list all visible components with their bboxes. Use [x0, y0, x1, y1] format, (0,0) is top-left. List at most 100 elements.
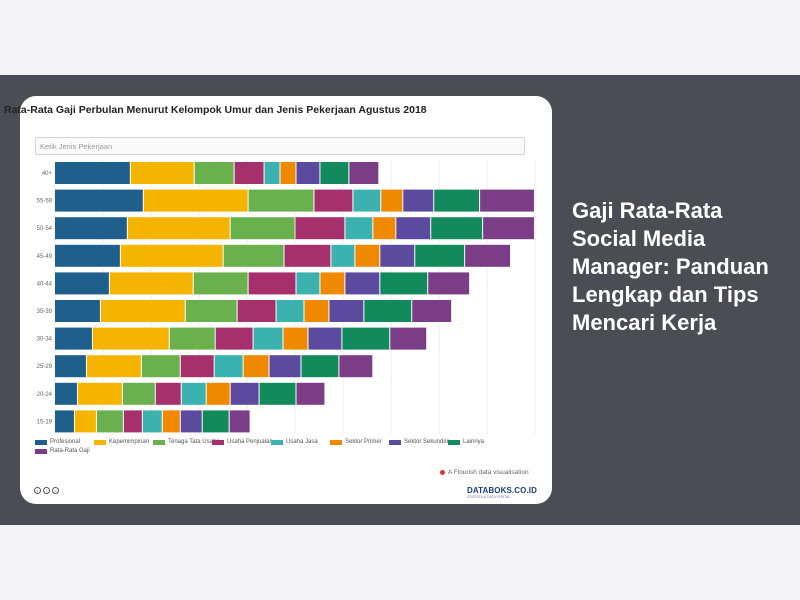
- bar-segment[interactable]: [329, 300, 364, 322]
- bar-segment[interactable]: [483, 217, 534, 240]
- bar-segment[interactable]: [215, 327, 253, 350]
- bar-segment[interactable]: [96, 410, 123, 433]
- legend-item[interactable]: Rata-Rata Gaji: [35, 448, 94, 454]
- bar-segment[interactable]: [55, 189, 143, 212]
- bar-segment[interactable]: [180, 410, 202, 433]
- bar-segment[interactable]: [342, 327, 390, 350]
- bar-segment[interactable]: [434, 189, 480, 212]
- bar-segment[interactable]: [264, 162, 280, 184]
- bar-segment[interactable]: [280, 162, 296, 184]
- bar-segment[interactable]: [77, 382, 122, 405]
- bar-segment[interactable]: [349, 162, 379, 184]
- bar-segment[interactable]: [180, 355, 214, 378]
- bar-segment[interactable]: [415, 244, 465, 267]
- bar-segment[interactable]: [127, 217, 230, 240]
- bar-segment[interactable]: [55, 327, 92, 350]
- bar-segment[interactable]: [301, 355, 339, 378]
- bar-segment[interactable]: [269, 355, 301, 378]
- bar-segment[interactable]: [223, 244, 284, 267]
- bar-segment[interactable]: [345, 272, 380, 295]
- bar-segment[interactable]: [320, 162, 349, 184]
- bar-segment[interactable]: [412, 300, 452, 322]
- bar-segment[interactable]: [314, 189, 353, 212]
- bar-segment[interactable]: [355, 244, 380, 267]
- bar-segment[interactable]: [162, 410, 180, 433]
- bar-segment[interactable]: [229, 410, 250, 433]
- bar-segment[interactable]: [431, 217, 483, 240]
- bar-segment[interactable]: [55, 217, 127, 240]
- bar-segment[interactable]: [155, 382, 181, 405]
- bar-segment[interactable]: [296, 382, 325, 405]
- bar-segment[interactable]: [373, 217, 396, 240]
- bar-segment[interactable]: [339, 355, 373, 378]
- bar-segment[interactable]: [380, 244, 415, 267]
- legend-item[interactable]: Tenaga Tata Usaha: [153, 439, 220, 445]
- bar-segment[interactable]: [142, 410, 162, 433]
- search-input[interactable]: [35, 137, 525, 155]
- bar-segment[interactable]: [304, 300, 329, 322]
- bar-segment[interactable]: [193, 272, 248, 295]
- bar-segment[interactable]: [55, 272, 109, 295]
- legend-item[interactable]: Usaha Penjualan: [212, 439, 273, 445]
- databoks-logo[interactable]: DATABOKS.CO.ID STATISTA & DATA PORTAL: [467, 486, 537, 499]
- bar-segment[interactable]: [253, 327, 283, 350]
- bar-segment[interactable]: [230, 217, 295, 240]
- license-icons[interactable]: c i =: [34, 487, 59, 494]
- bar-segment[interactable]: [185, 300, 237, 322]
- bar-segment[interactable]: [284, 244, 331, 267]
- bar-segment[interactable]: [120, 244, 223, 267]
- legend-item[interactable]: Lainnya: [448, 439, 507, 445]
- bar-segment[interactable]: [141, 355, 180, 378]
- legend-item[interactable]: Usaha Jasa: [271, 439, 330, 445]
- bar-segment[interactable]: [194, 162, 234, 184]
- bar-segment[interactable]: [331, 244, 355, 267]
- bar-segment[interactable]: [92, 327, 169, 350]
- bar-segment[interactable]: [390, 327, 427, 350]
- bar-segment[interactable]: [181, 382, 206, 405]
- bar-segment[interactable]: [55, 355, 86, 378]
- legend-item[interactable]: Kepemimpinan: [94, 439, 153, 445]
- bar-segment[interactable]: [403, 189, 434, 212]
- bar-segment[interactable]: [55, 410, 74, 433]
- bar-segment[interactable]: [428, 272, 470, 295]
- bar-segment[interactable]: [353, 189, 381, 212]
- bar-segment[interactable]: [202, 410, 229, 433]
- bar-segment[interactable]: [169, 327, 215, 350]
- bar-segment[interactable]: [380, 272, 428, 295]
- bar-segment[interactable]: [364, 300, 412, 322]
- bar-segment[interactable]: [55, 382, 77, 405]
- bar-segment[interactable]: [259, 382, 296, 405]
- bar-segment[interactable]: [248, 272, 296, 295]
- bar-segment[interactable]: [276, 300, 304, 322]
- bar-segment[interactable]: [396, 217, 431, 240]
- bar-segment[interactable]: [74, 410, 96, 433]
- bar-segment[interactable]: [55, 244, 120, 267]
- bar-segment[interactable]: [320, 272, 345, 295]
- bar-segment[interactable]: [237, 300, 276, 322]
- bar-segment[interactable]: [295, 217, 345, 240]
- bar-segment[interactable]: [296, 272, 320, 295]
- legend-item[interactable]: Sektor Sekunder: [389, 439, 449, 445]
- bar-segment[interactable]: [296, 162, 320, 184]
- bar-segment[interactable]: [143, 189, 248, 212]
- bar-segment[interactable]: [122, 382, 155, 405]
- bar-segment[interactable]: [123, 410, 142, 433]
- legend-item[interactable]: Profesional: [35, 439, 94, 445]
- bar-segment[interactable]: [381, 189, 403, 212]
- bar-segment[interactable]: [86, 355, 141, 378]
- bar-segment[interactable]: [55, 162, 130, 184]
- bar-segment[interactable]: [230, 382, 259, 405]
- bar-segment[interactable]: [214, 355, 243, 378]
- bar-segment[interactable]: [243, 355, 269, 378]
- bar-segment[interactable]: [234, 162, 264, 184]
- bar-segment[interactable]: [465, 244, 511, 267]
- bar-segment[interactable]: [100, 300, 185, 322]
- bar-segment[interactable]: [55, 300, 100, 322]
- bar-segment[interactable]: [109, 272, 193, 295]
- bar-segment[interactable]: [283, 327, 308, 350]
- legend-item[interactable]: Sektor Primer: [330, 439, 389, 445]
- flourish-attribution[interactable]: A Flourish data visualisation: [440, 469, 529, 476]
- bar-segment[interactable]: [308, 327, 342, 350]
- bar-segment[interactable]: [248, 189, 314, 212]
- bar-segment[interactable]: [345, 217, 373, 240]
